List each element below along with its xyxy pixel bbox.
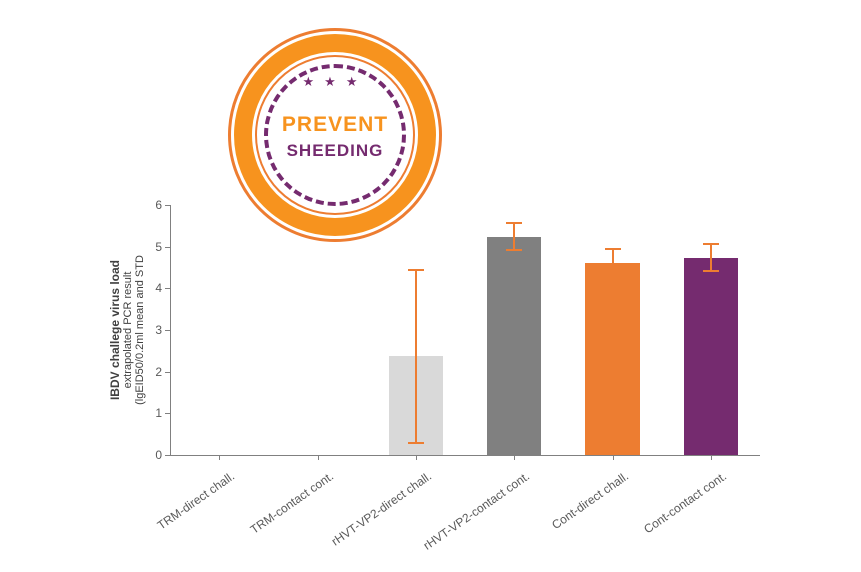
stage: IBDV challege virus load extrapolated PC… bbox=[0, 0, 861, 568]
x-tick bbox=[219, 455, 220, 460]
y-tick bbox=[165, 413, 170, 414]
prevent-sheeding-badge: ★★★ PREVENT SHEEDING bbox=[228, 28, 442, 242]
x-tick bbox=[711, 455, 712, 460]
bar bbox=[389, 356, 443, 455]
y-tick-label: 6 bbox=[132, 198, 162, 212]
y-tick bbox=[165, 247, 170, 248]
y-tick-label: 2 bbox=[132, 365, 162, 379]
bar bbox=[684, 258, 738, 455]
y-tick bbox=[165, 372, 170, 373]
y-tick-label: 3 bbox=[132, 323, 162, 337]
x-tick bbox=[318, 455, 319, 460]
x-tick bbox=[613, 455, 614, 460]
y-tick-label: 5 bbox=[132, 240, 162, 254]
y-axis-label-main: IBDV challege virus load bbox=[108, 205, 122, 455]
y-tick-label: 4 bbox=[132, 281, 162, 295]
x-axis bbox=[170, 455, 760, 456]
bar bbox=[585, 263, 639, 456]
x-tick bbox=[416, 455, 417, 460]
y-axis bbox=[170, 205, 171, 455]
x-tick bbox=[514, 455, 515, 460]
chart-plot-area: 0123456TRM-direct chall.TRM-contact cont… bbox=[170, 205, 760, 455]
y-tick-label: 0 bbox=[132, 448, 162, 462]
badge-stars: ★★★ bbox=[228, 74, 442, 90]
y-tick bbox=[165, 455, 170, 456]
y-tick-label: 1 bbox=[132, 406, 162, 420]
badge-line1: PREVENT bbox=[228, 113, 442, 137]
y-tick bbox=[165, 330, 170, 331]
badge-line2: SHEEDING bbox=[228, 141, 442, 161]
y-tick bbox=[165, 205, 170, 206]
y-tick bbox=[165, 288, 170, 289]
bar bbox=[487, 237, 541, 455]
